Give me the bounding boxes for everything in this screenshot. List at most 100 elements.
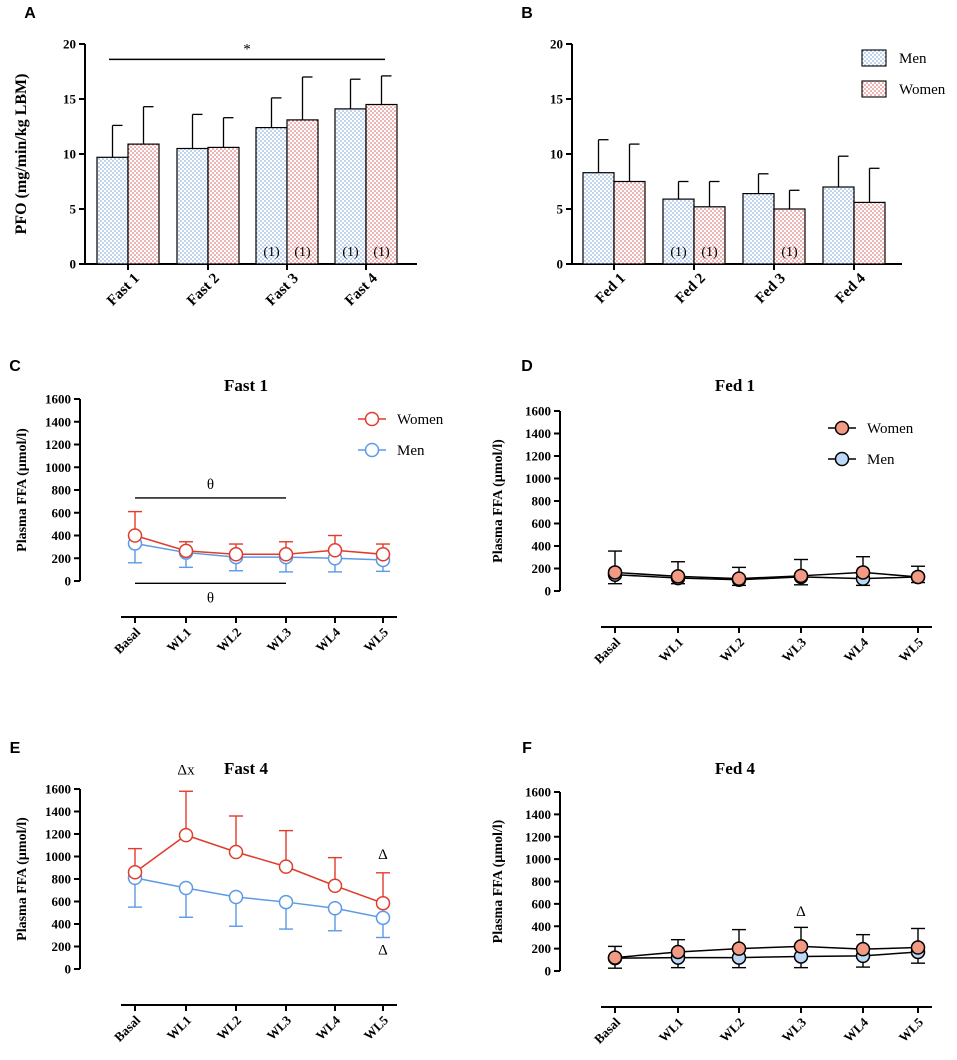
E-y-axis-title: Plasma FFA (µmol/l) [15, 817, 30, 941]
B-category-label: Fed 4 [832, 270, 869, 307]
F-significance-label: Δ [796, 904, 806, 920]
D-ytick-label: 0 [545, 584, 552, 599]
D-ytick-label: 800 [532, 494, 552, 509]
B-legend-swatch-women [861, 80, 887, 98]
C-bracket-label: θ [207, 590, 214, 606]
D-chart-title: Fed 1 [715, 376, 755, 395]
F-ytick-label: 0 [545, 964, 552, 979]
D-ytick-label: 1200 [525, 449, 551, 464]
E-point-women [127, 865, 143, 880]
B-bar-count-label: (1) [781, 245, 798, 260]
D-ytick-label: 1000 [525, 471, 551, 486]
E-category-label: WL1 [164, 1013, 195, 1044]
B-bar-count-label: (1) [670, 245, 687, 260]
B-bar-men [822, 186, 855, 265]
B-panel-label: B [521, 5, 533, 22]
E-category-label: WL2 [214, 1013, 245, 1044]
C-point-women [178, 543, 194, 559]
C-point-women [375, 547, 391, 562]
C-category-label: WL4 [313, 624, 344, 655]
D-ytick-label: 200 [532, 561, 552, 576]
B-bar-men [582, 172, 615, 265]
C-category-label: Basal [111, 624, 143, 656]
B-bar-women [773, 208, 806, 265]
E-series-line-women [134, 834, 384, 904]
F-ytick-label: 400 [532, 919, 552, 934]
B-bar-women [613, 180, 646, 265]
E-point-men [375, 910, 391, 926]
F-point-women [670, 944, 686, 960]
A-bar-women [286, 119, 319, 265]
F-category-label: WL4 [841, 1014, 872, 1045]
F-category-label: WL5 [896, 1014, 927, 1045]
panel-f: F Fed 4 0 200 400 600 800 1000 1200 1400 1600 Plasm… [491, 740, 932, 1047]
D-series-line-women [614, 571, 919, 580]
E-point-women [375, 895, 391, 911]
A-ytick-label: 10 [63, 147, 76, 162]
F-point-women [793, 939, 809, 954]
E-category-label: WL4 [313, 1012, 344, 1043]
C-legend-marker-women [364, 411, 380, 427]
C-legend-marker-men [364, 442, 380, 458]
F-ytick-label: 1400 [525, 807, 551, 822]
C-chart-title: Fast 1 [224, 376, 268, 395]
C-y-axis-title: Plasma FFA (µmol/l) [15, 428, 30, 552]
E-point-men [278, 894, 294, 910]
panel-e: E Fast 4 0 200 400 600 800 1000 1200 1400 1600 Plas… [10, 740, 397, 1045]
B-bar-men [662, 198, 695, 265]
C-ytick-label: 800 [52, 483, 72, 498]
E-chart-title: Fast 4 [224, 759, 268, 778]
F-series-line-men [614, 951, 919, 959]
C-ytick-label: 1200 [45, 437, 71, 452]
A-bar-women [365, 103, 398, 265]
C-series-line-men [134, 542, 384, 561]
E-point-women [327, 878, 343, 893]
panel-a: A 0 5 10 15 20 PFO (mg/min/kg LBM) Fast 1 Fast 2… [13, 5, 417, 309]
C-ytick-label: 1000 [45, 460, 71, 475]
E-ytick-label: 1600 [45, 782, 71, 797]
E-significance-label: Δx [177, 762, 195, 778]
A-ytick-label: 20 [63, 37, 76, 52]
F-series-line-women [614, 945, 919, 959]
B-ytick-label: 5 [557, 202, 564, 217]
B-category-label: Fed 2 [672, 271, 708, 307]
A-bar-count-label: (1) [294, 245, 311, 260]
E-significance-label: Δ [378, 942, 388, 958]
C-series-line-women [134, 534, 384, 556]
B-legend-label: Women [899, 82, 946, 98]
A-panel-label: A [24, 5, 36, 22]
panel-d: D Fed 1 0 200 400 600 800 1000 1200 1400 1600 Plasm… [491, 358, 932, 667]
D-category-label: WL5 [896, 634, 927, 665]
A-significance-marker: * [243, 41, 251, 57]
C-bracket-label: θ [207, 477, 214, 493]
F-y-axis-title: Plasma FFA (µmol/l) [491, 819, 506, 943]
A-bar-women [207, 146, 240, 265]
F-ytick-label: 1000 [525, 852, 551, 867]
D-panel-label: D [521, 358, 533, 375]
C-ytick-label: 200 [52, 551, 72, 566]
B-bar-count-label: (1) [701, 245, 718, 260]
C-panel-label: C [9, 358, 21, 375]
C-legend-label: Women [397, 412, 444, 428]
B-ytick-label: 15 [550, 92, 564, 107]
B-ytick-label: 10 [550, 147, 563, 162]
C-category-label: WL2 [214, 625, 245, 656]
E-point-women [278, 859, 294, 874]
B-category-label: Fed 3 [752, 271, 788, 307]
A-category-label: Fast 3 [263, 271, 302, 310]
D-category-label: Basal [591, 634, 623, 666]
C-ytick-label: 1400 [45, 414, 71, 429]
B-bar-women [693, 206, 726, 265]
A-bar-count-label: (1) [342, 245, 359, 260]
A-category-label: Fast 1 [104, 271, 143, 310]
B-ytick-label: 0 [557, 257, 564, 272]
F-point-women [855, 941, 871, 957]
C-ytick-label: 0 [65, 574, 72, 589]
D-category-label: WL3 [779, 634, 810, 665]
E-ytick-label: 800 [52, 872, 72, 887]
E-point-men [327, 901, 343, 916]
A-bar-women [127, 143, 160, 265]
C-ytick-label: 600 [52, 505, 72, 520]
A-category-label: Fast 4 [342, 270, 381, 309]
A-bar-count-label: (1) [263, 245, 280, 260]
